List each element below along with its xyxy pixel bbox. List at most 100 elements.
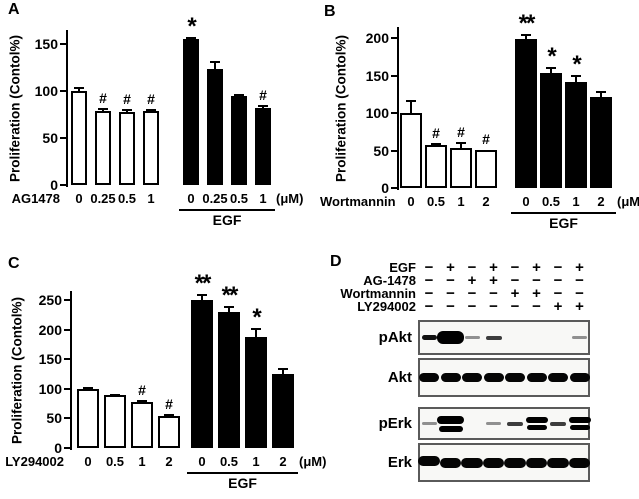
bar — [71, 91, 87, 185]
bar — [255, 107, 271, 185]
protein-band — [569, 425, 590, 431]
treatment-sign: + — [446, 259, 455, 276]
protein-band — [439, 457, 462, 468]
treatment-sign: + — [553, 298, 563, 315]
dose-label: 1 — [572, 194, 580, 209]
y-axis-tick — [391, 187, 397, 189]
egf-group-label: EGF — [549, 215, 578, 231]
protein-band — [462, 373, 482, 382]
dose-label: 0.5 — [426, 194, 446, 209]
panel-b-letter: B — [324, 3, 336, 20]
protein-band — [486, 422, 501, 425]
y-axis-tick — [64, 447, 70, 449]
blot-target-label: pErk — [378, 414, 412, 432]
y-axis-tick — [64, 328, 70, 331]
protein-band — [572, 336, 587, 339]
protein-band — [483, 373, 504, 382]
egf-underline — [187, 472, 298, 474]
error-bar-cap — [197, 294, 207, 297]
bar — [272, 373, 294, 448]
protein-band — [485, 335, 502, 340]
dose-label: 1 — [252, 454, 260, 469]
y-axis-tick-label: 50 — [373, 142, 389, 159]
y-axis-tick-label: 50 — [46, 410, 62, 427]
egf-underline — [179, 209, 275, 211]
significance-hash: # — [259, 87, 267, 104]
error-bar-stem — [600, 92, 602, 97]
protein-band — [569, 373, 590, 382]
protein-band — [437, 415, 464, 424]
treatment-sign: − — [446, 298, 455, 315]
treatment-label: Wortmannin — [340, 286, 416, 301]
y-axis-tick — [391, 74, 397, 77]
bar — [515, 38, 537, 188]
protein-band — [461, 457, 483, 468]
protein-band — [418, 455, 440, 466]
y-axis-tick — [60, 90, 66, 93]
blot-target-label: pAkt — [378, 328, 412, 346]
protein-band — [421, 334, 437, 341]
protein-band — [507, 421, 523, 426]
treatment-sign: − — [510, 272, 520, 289]
dose-label: 0 — [198, 454, 206, 469]
error-bar-cap — [406, 100, 416, 103]
significance-hash: # — [147, 90, 155, 107]
error-bar-cap — [83, 386, 93, 389]
error-bar-cap — [596, 91, 606, 94]
significance-star: ** — [194, 270, 212, 298]
y-axis-line — [66, 30, 68, 187]
dose-label: 2 — [597, 194, 605, 209]
bar — [158, 416, 180, 448]
egf-group-label: EGF — [212, 212, 242, 228]
treatment-sign: − — [446, 272, 455, 289]
significance-hash: # — [432, 124, 440, 141]
error-bar-stem — [255, 328, 257, 337]
protein-band — [505, 373, 525, 382]
dose-label: 0.5 — [229, 191, 249, 206]
error-bar-cap — [431, 142, 441, 145]
treatment-sign: − — [467, 298, 477, 315]
y-axis-tick-label: 100 — [34, 83, 58, 100]
error-bar-stem — [201, 295, 203, 300]
unit-label: (μM) — [299, 454, 327, 469]
dose-label: 0.25 — [202, 191, 228, 206]
dose-label: 1 — [147, 191, 155, 206]
blot-box — [418, 407, 590, 440]
dose-label: 2 — [279, 454, 287, 469]
protein-band — [419, 373, 439, 382]
bar — [183, 39, 199, 185]
error-bar-cap — [146, 108, 156, 111]
dose-label: 0.25 — [90, 191, 116, 206]
bar — [450, 147, 472, 188]
error-bar-cap — [234, 93, 244, 96]
protein-band — [526, 373, 547, 382]
error-bar-cap — [137, 399, 147, 402]
panel-a-letter: A — [8, 1, 20, 18]
protein-band — [438, 425, 463, 432]
dose-label: 1 — [457, 194, 465, 209]
bar — [143, 110, 159, 185]
significance-star: * — [252, 303, 261, 331]
y-axis-tick-label: 100 — [38, 380, 62, 397]
error-bar-cap — [74, 87, 84, 90]
error-bar-cap — [546, 67, 556, 70]
treatment-sign: − — [489, 285, 498, 302]
panel-d-letter: D — [330, 253, 342, 270]
protein-band — [421, 422, 437, 425]
bar — [104, 395, 126, 448]
dose-label: 1 — [138, 454, 146, 469]
treatment-sign: − — [424, 272, 434, 289]
treatment-label: EGF — [389, 260, 416, 275]
panel-c-letter: C — [8, 255, 20, 272]
treatment-sign: + — [532, 259, 541, 276]
error-bar-stem — [410, 101, 412, 114]
protein-band — [568, 457, 591, 468]
error-bar-cap — [571, 75, 581, 78]
significance-star: * — [547, 43, 556, 71]
treatment-sign: − — [575, 285, 584, 302]
significance-hash: # — [123, 90, 131, 107]
y-axis-tick-label: 250 — [38, 291, 62, 308]
y-axis-tick — [391, 149, 397, 152]
blot-target-label: Akt — [387, 368, 412, 386]
significance-hash: # — [138, 381, 146, 398]
